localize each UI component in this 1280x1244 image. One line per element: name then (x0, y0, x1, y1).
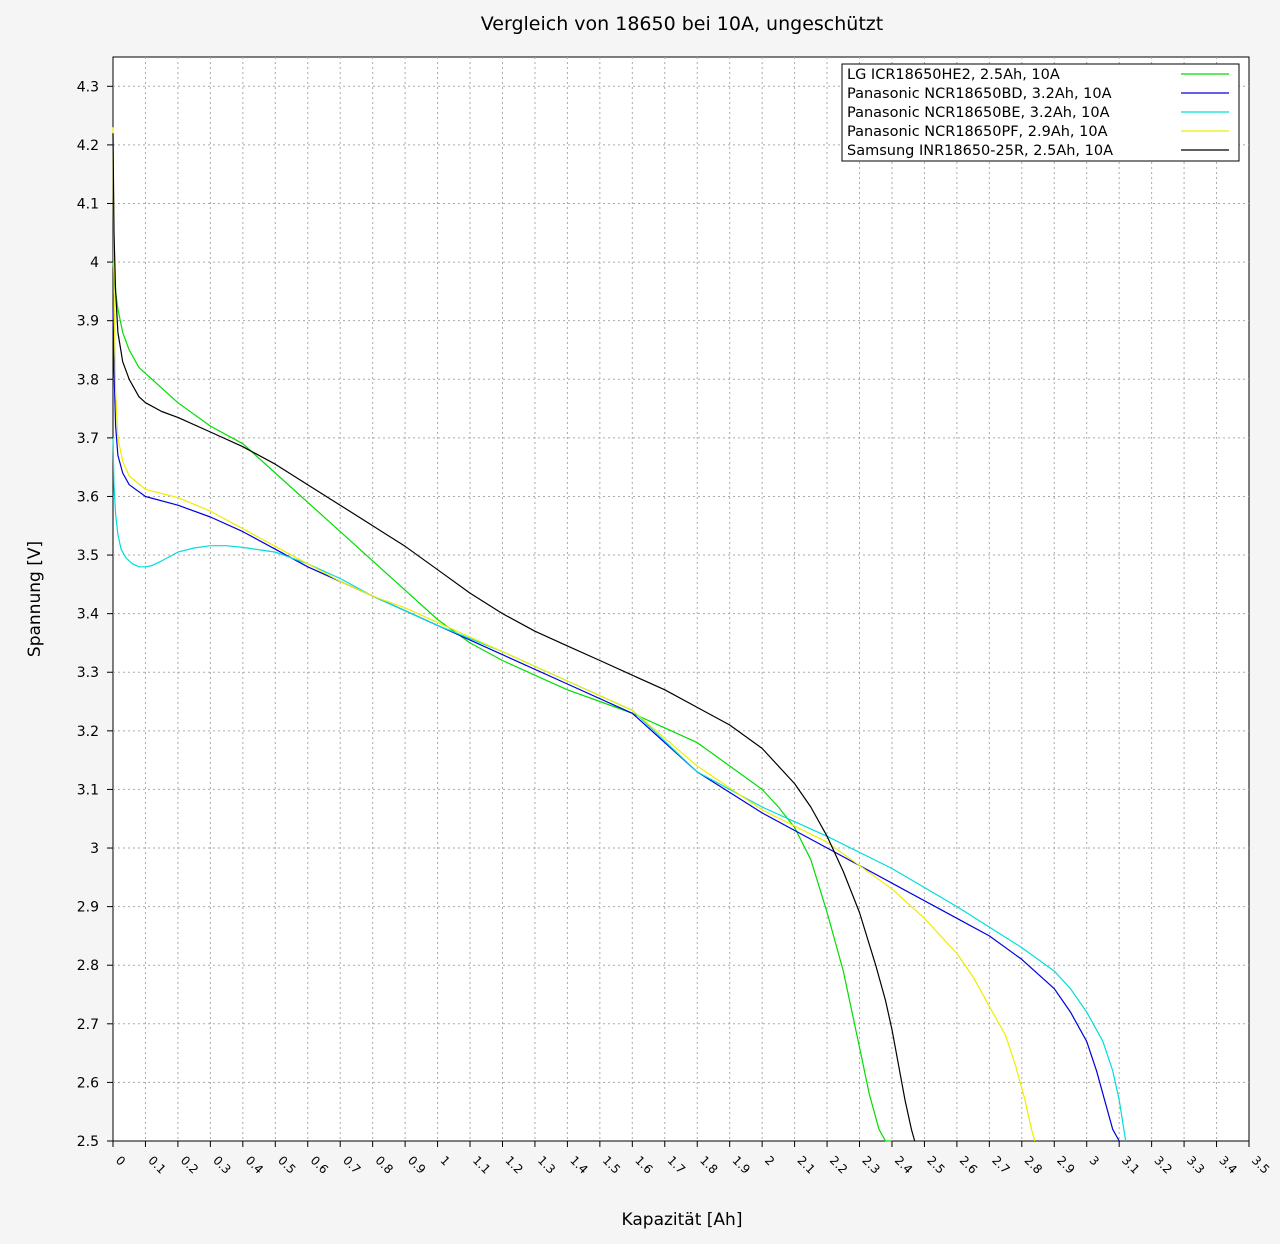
y-tick-label: 2.6 (77, 1075, 99, 1091)
y-tick-label: 3.9 (77, 314, 99, 330)
y-tick-label: 2.8 (77, 958, 99, 974)
x-tick-label: 0 (113, 1153, 128, 1168)
y-axis-label: Spannung [V] (25, 541, 45, 657)
series-lines (112, 127, 1127, 1142)
x-tick-label: 3 (1087, 1153, 1102, 1168)
y-tick-label: 2.7 (77, 1017, 99, 1033)
y-tick-label: 3.7 (77, 431, 99, 447)
x-tick-label: 1.2 (502, 1153, 525, 1176)
x-tick-label: 2.1 (794, 1153, 817, 1176)
series-line-1 (112, 262, 892, 1142)
x-tick-label: 1.4 (567, 1153, 590, 1176)
y-tick-label: 4.1 (77, 196, 99, 212)
x-tick-label: 2.6 (957, 1153, 980, 1176)
x-tick-label: 0.2 (178, 1153, 201, 1176)
x-tick-label: 0.3 (210, 1153, 233, 1176)
x-tick-label: 3.5 (1249, 1153, 1272, 1176)
x-tick-label: 2.2 (827, 1153, 850, 1176)
x-tick-label: 2.5 (924, 1153, 947, 1176)
plot-area (112, 56, 1250, 1142)
x-tick-label: 2.3 (859, 1153, 882, 1176)
x-tick-label: 1.7 (665, 1153, 688, 1176)
legend-box (841, 63, 1240, 162)
legend-label: Panasonic NCR18650BD, 3.2Ah, 10A (847, 86, 1112, 102)
y-tick-label: 3.8 (77, 372, 99, 388)
legend-label: Samsung INR18650-25R, 2.5Ah, 10A (847, 143, 1113, 159)
x-tick-label: 1.8 (697, 1153, 720, 1176)
x-tick-label: 3.4 (1216, 1153, 1239, 1176)
x-tick-label: 3.3 (1184, 1153, 1207, 1176)
legend-label: Panasonic NCR18650PF, 2.9Ah, 10A (847, 124, 1108, 140)
x-tick-label: 0.8 (373, 1153, 396, 1176)
x-tick-label: 0.6 (308, 1153, 331, 1176)
series-line-2 (112, 308, 1120, 1142)
y-tick-label: 4.2 (77, 138, 99, 154)
x-tick-label: 0.1 (145, 1153, 168, 1176)
y-tick-label: 3.6 (77, 489, 99, 505)
series-line-5 (112, 133, 916, 1142)
legend: LG ICR18650HE2, 2.5Ah, 10A Panasonic NCR1… (841, 63, 1240, 162)
y-tick-label: 3.3 (77, 665, 99, 681)
y-tick-label: 4.3 (77, 79, 99, 95)
x-tick-label: 2.4 (892, 1153, 915, 1176)
y-tick-label: 3.2 (77, 724, 99, 740)
y-tick-label: 4 (90, 255, 99, 271)
x-tick-label: 0.7 (340, 1153, 363, 1176)
x-tick-label: 0.4 (243, 1153, 266, 1176)
x-tick-label: 0.5 (275, 1153, 298, 1176)
x-tick-label: 1.5 (600, 1153, 623, 1176)
x-tick-label: 0.9 (405, 1153, 428, 1176)
x-tick-label: 1.6 (632, 1153, 655, 1176)
legend-label: Panasonic NCR18650BE, 3.2Ah, 10A (847, 105, 1110, 121)
x-tick-label: 3.2 (1152, 1153, 1175, 1176)
y-tick-label: 3.1 (77, 782, 99, 798)
series-line-4 (112, 127, 1036, 1142)
x-tick-label: 2.8 (1022, 1153, 1045, 1176)
x-tick-label: 3.1 (1119, 1153, 1142, 1176)
x-tick-label: 2 (762, 1153, 777, 1168)
x-axis-label: Kapazität [Ah] (622, 1210, 743, 1230)
y-tick-label: 2.5 (77, 1134, 99, 1150)
y-tick-label: 3.4 (77, 607, 99, 623)
chart-title: Vergleich von 18650 bei 10A, ungeschützt (481, 13, 883, 35)
x-tick-label: 1.3 (535, 1153, 558, 1176)
legend-label: LG ICR18650HE2, 2.5Ah, 10A (847, 67, 1060, 83)
y-tick-label: 2.9 (77, 900, 99, 916)
x-tick-label: 2.9 (1054, 1153, 1077, 1176)
x-tick-label: 1.9 (730, 1153, 753, 1176)
y-tick-label: 3 (90, 841, 99, 857)
grid (113, 57, 1249, 1141)
x-tick-label: 1.1 (470, 1153, 493, 1176)
series-line-3 (112, 437, 1127, 1142)
y-tick-label: 3.5 (77, 548, 99, 564)
x-tick-label: 2.7 (989, 1153, 1012, 1176)
x-tick-label: 1 (437, 1153, 452, 1168)
